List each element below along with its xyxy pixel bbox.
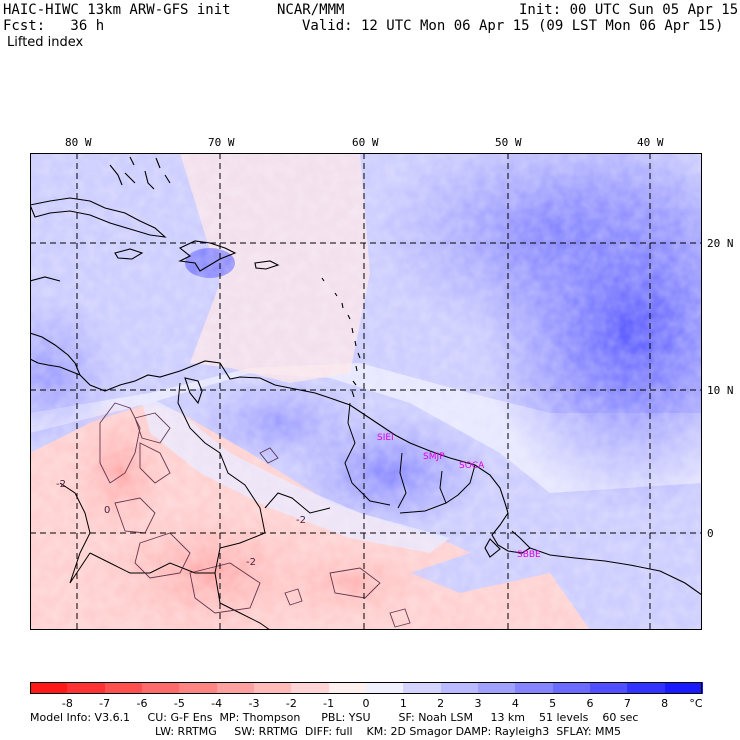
- colorbar-cell: [664, 682, 703, 694]
- contour-southcolombia: [114, 497, 156, 534]
- coast-honduras: [30, 276, 61, 282]
- coast-antilles: [321, 277, 361, 398]
- contour-colombia: [99, 402, 141, 484]
- colorbar-cell: [30, 682, 68, 694]
- init-time: Init: 00 UTC Sun 05 Apr 15: [519, 2, 739, 18]
- colorbar-cell: [104, 682, 143, 694]
- gridlines: [30, 153, 702, 630]
- colorbar-cell: [254, 682, 292, 694]
- colorbar-tick-label: -5: [173, 697, 185, 710]
- coastlines: [30, 156, 702, 596]
- contour-amazon-south: [189, 562, 261, 614]
- colorbar-tick-label: -3: [248, 697, 260, 710]
- station-sbbe: SBBE: [517, 550, 541, 560]
- lat-label-10n: 10 N: [707, 384, 734, 397]
- coast-cuba: [30, 197, 167, 238]
- colorbar-cell: [216, 682, 255, 694]
- colorbar-tick-label: 8: [661, 697, 669, 710]
- colorbar-cell: [291, 682, 330, 694]
- contour-small-3: [389, 608, 411, 628]
- colorbar-cell: [403, 682, 442, 694]
- colorbar-tick-label: -2: [285, 697, 297, 710]
- field-name: Lifted index: [7, 35, 84, 50]
- border-brazil-venezuela: [264, 492, 331, 514]
- coast-puertorico: [254, 260, 280, 270]
- coast-maracaibo: [184, 377, 203, 405]
- colorbar-tick-label: 1: [399, 697, 407, 710]
- station-soca: SOCA: [459, 461, 485, 471]
- colorbar-tick-label: -6: [136, 697, 148, 710]
- colorbar-unit: °C: [689, 697, 703, 710]
- lon-label-80w: 80 W: [65, 136, 92, 149]
- colorbar-cell: [440, 682, 479, 694]
- map-frame: [30, 153, 702, 630]
- border-colombia-peru: [89, 552, 215, 574]
- colorbar-cell: [627, 682, 666, 694]
- colorbar-tick-label: 7: [623, 697, 631, 710]
- colorbar-cell: [590, 682, 628, 694]
- colorbar-tick-label: 0: [362, 697, 370, 710]
- colorbar-tick-label: 4: [511, 697, 519, 710]
- colorbar-cell: [552, 682, 591, 694]
- colorbar-cell: [179, 682, 218, 694]
- contour-label-colombia: -2: [56, 479, 66, 490]
- lat-label-20n: 20 N: [707, 237, 734, 250]
- field-texture: [30, 153, 702, 630]
- border-brazil-south: [219, 602, 271, 630]
- colorbar-tick-label: 5: [549, 697, 557, 710]
- contour-small-2: [284, 588, 303, 606]
- colorbar-tick-label: 3: [474, 697, 482, 710]
- lon-label-70w: 70 W: [208, 136, 235, 149]
- model-info-line2: LW: RRTMG SW: RRTMG DIFF: full KM: 2D Sm…: [155, 725, 621, 738]
- border-guiana-brazil: [399, 464, 476, 514]
- station-siei: SIEI: [377, 433, 394, 443]
- border-venezuela-guyana: [344, 402, 391, 506]
- org-label: NCAR/MMM: [277, 2, 345, 18]
- colorbar-cell: [478, 682, 516, 694]
- contour-small-1: [259, 447, 279, 464]
- colorbar-frame: [30, 682, 702, 694]
- border-suriname-guiana: [439, 470, 447, 504]
- lon-label-40w: 40 W: [637, 136, 664, 149]
- colorbar-tick-label: -4: [211, 697, 223, 710]
- colorbar-tick-label: -7: [99, 697, 111, 710]
- coast-southamerica: [79, 360, 509, 514]
- coast-bahamas: [109, 156, 171, 190]
- forecast-hour: Fcst: 36 h: [3, 18, 105, 34]
- colorbar-tick-label: 6: [586, 697, 594, 710]
- lifted-index-map: -2 -2 -2 0 SIEI SMJP SOCA SBBE: [30, 153, 702, 630]
- coast-jamaica: [114, 248, 144, 260]
- contour-label-amazon: -2: [246, 557, 256, 568]
- colorbar-cell: [366, 682, 404, 694]
- contours: [99, 402, 411, 628]
- contour-brazil-east: [329, 567, 381, 599]
- lat-label-0: 0: [707, 527, 714, 540]
- contour-label-east: 0: [104, 505, 110, 516]
- model-info-line1: Model Info: V3.6.1 CU: G-F Ens MP: Thomp…: [30, 711, 639, 724]
- colorbar-cell: [67, 682, 106, 694]
- coast-amazon: [484, 512, 531, 558]
- coast-hispaniola: [178, 240, 237, 272]
- contour-label-venezuela: -2: [296, 515, 306, 526]
- contour-venezuela: [134, 412, 171, 444]
- contour-andes: [139, 442, 171, 484]
- station-smjp: SMJP: [423, 452, 445, 462]
- colorbar-cell: [515, 682, 554, 694]
- lon-label-50w: 50 W: [495, 136, 522, 149]
- valid-time: Valid: 12 UTC Mon 06 Apr 15 (09 LST Mon …: [302, 18, 724, 34]
- model-title: HAIC-HIWC 13km ARW-GFS init: [3, 2, 231, 18]
- border-guyana-suriname: [397, 452, 407, 509]
- coast-brazil: [529, 547, 702, 596]
- lon-label-60w: 60 W: [352, 136, 379, 149]
- colorbar-cell: [328, 682, 367, 694]
- colorbar-tick-label: -1: [323, 697, 335, 710]
- colorbar-tick-label: -8: [61, 697, 73, 710]
- colorbar-tick-label: 2: [437, 697, 445, 710]
- colorbar-cell: [142, 682, 180, 694]
